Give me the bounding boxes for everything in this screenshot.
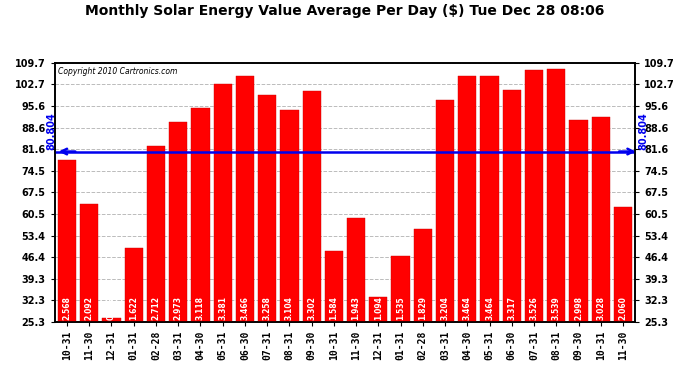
Bar bbox=[325, 252, 343, 375]
Text: 2.568: 2.568 bbox=[63, 296, 72, 320]
Bar bbox=[80, 204, 99, 375]
Text: 80.804: 80.804 bbox=[638, 112, 648, 150]
Text: 2.712: 2.712 bbox=[152, 296, 161, 320]
Bar bbox=[503, 90, 521, 375]
Bar bbox=[214, 84, 232, 375]
Text: 3.118: 3.118 bbox=[196, 296, 205, 320]
Text: 3.464: 3.464 bbox=[485, 296, 494, 320]
Text: 3.104: 3.104 bbox=[285, 296, 294, 320]
Bar bbox=[147, 146, 165, 375]
Text: 2.973: 2.973 bbox=[174, 296, 183, 320]
Bar bbox=[414, 229, 432, 375]
Bar bbox=[58, 160, 76, 375]
Text: 3.466: 3.466 bbox=[240, 296, 249, 320]
Bar bbox=[436, 100, 454, 375]
Bar bbox=[569, 120, 588, 375]
Text: 3.464: 3.464 bbox=[463, 296, 472, 320]
Text: 3.381: 3.381 bbox=[218, 296, 227, 320]
Text: 1.829: 1.829 bbox=[418, 296, 427, 320]
Text: 1.622: 1.622 bbox=[129, 296, 138, 320]
Bar bbox=[614, 207, 632, 375]
Bar bbox=[458, 76, 476, 375]
Text: 2.060: 2.060 bbox=[618, 296, 627, 320]
Text: 2.092: 2.092 bbox=[85, 296, 94, 320]
Text: Monthly Solar Energy Value Average Per Day ($) Tue Dec 28 08:06: Monthly Solar Energy Value Average Per D… bbox=[86, 4, 604, 18]
Text: 3.539: 3.539 bbox=[552, 296, 561, 320]
Bar bbox=[191, 108, 210, 375]
Text: 2.998: 2.998 bbox=[574, 296, 583, 320]
Bar bbox=[125, 248, 143, 375]
Text: 1.584: 1.584 bbox=[329, 296, 338, 320]
Text: 3.028: 3.028 bbox=[596, 296, 605, 320]
Bar bbox=[547, 69, 565, 375]
Bar bbox=[258, 95, 276, 375]
Text: Copyright 2010 Cartronics.com: Copyright 2010 Cartronics.com bbox=[58, 67, 177, 76]
Bar bbox=[391, 256, 410, 375]
Bar bbox=[169, 122, 187, 375]
Bar bbox=[525, 70, 543, 375]
Text: 1.943: 1.943 bbox=[352, 296, 361, 320]
Text: 3.317: 3.317 bbox=[507, 296, 516, 320]
Text: 3.258: 3.258 bbox=[263, 296, 272, 320]
Bar bbox=[591, 117, 610, 375]
Text: 3.526: 3.526 bbox=[529, 296, 538, 320]
Bar bbox=[302, 91, 321, 375]
Bar bbox=[236, 76, 254, 375]
Text: 1.094: 1.094 bbox=[374, 296, 383, 320]
Bar bbox=[480, 76, 499, 375]
Bar bbox=[347, 218, 365, 375]
Text: 80.804: 80.804 bbox=[46, 112, 57, 150]
Text: 1.535: 1.535 bbox=[396, 297, 405, 320]
Bar bbox=[102, 318, 121, 375]
Text: 3.204: 3.204 bbox=[441, 296, 450, 320]
Text: 3.302: 3.302 bbox=[307, 296, 316, 320]
Bar bbox=[280, 110, 299, 375]
Text: 0.868: 0.868 bbox=[107, 296, 116, 320]
Bar bbox=[369, 297, 388, 375]
